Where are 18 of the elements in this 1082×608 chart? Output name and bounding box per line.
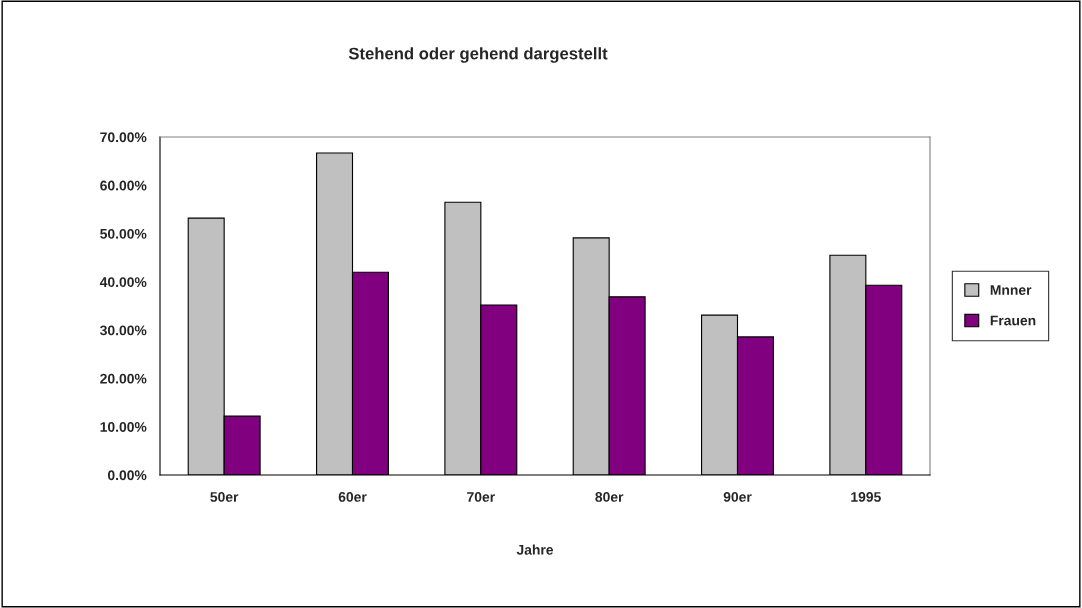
legend-label: Mnner bbox=[990, 285, 1032, 295]
x-axis-title: Jahre bbox=[516, 544, 554, 555]
y-tick-label: 70.00% bbox=[100, 132, 147, 143]
y-tick-label: 40.00% bbox=[99, 277, 147, 288]
y-tick-label: 20.00% bbox=[100, 373, 147, 384]
legend-label: Frauen bbox=[990, 315, 1036, 326]
x-tick-label: 80er bbox=[595, 492, 624, 502]
x-tick-label: 70er bbox=[467, 492, 495, 502]
x-tick-label: 90er bbox=[723, 492, 752, 502]
y-tick-label: 30.00% bbox=[100, 325, 147, 336]
y-tick-label: 0.00% bbox=[107, 470, 147, 481]
y-tick-label: 60.00% bbox=[100, 180, 147, 191]
y-tick-label: 10.00% bbox=[100, 422, 147, 432]
y-tick-label: 50.00% bbox=[100, 228, 147, 239]
x-tick-label: 1995 bbox=[851, 492, 881, 502]
x-tick-label: 60er bbox=[338, 492, 367, 502]
chart-title: Stehend oder gehend dargestellt bbox=[348, 47, 608, 63]
x-tick-label: 50er bbox=[210, 492, 239, 502]
